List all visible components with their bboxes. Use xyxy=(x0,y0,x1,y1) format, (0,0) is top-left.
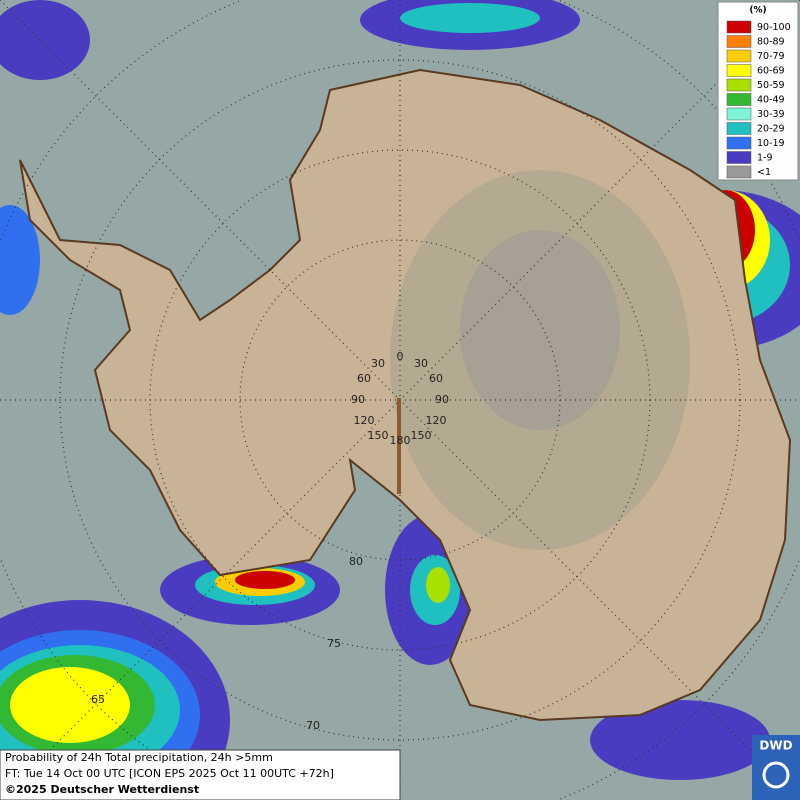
legend-swatch xyxy=(726,78,752,92)
legend: (%) 90-100 80-89 70-79 60-69 50-59 40-49 30-39… xyxy=(717,1,799,181)
graticule-label: 80 xyxy=(349,555,363,568)
legend-label: 40-49 xyxy=(757,95,785,106)
legend-label: 80-89 xyxy=(757,37,785,48)
legend-label: 20-29 xyxy=(757,124,785,135)
graticule-label: 120 xyxy=(426,414,447,427)
legend-title: (%) xyxy=(749,6,766,16)
graticule-label: 30 xyxy=(414,357,428,370)
caption-line: FT: Tue 14 Oct 00 UTC [ICON EPS 2025 Oct… xyxy=(5,767,334,780)
caption-line: Probability of 24h Total precipitation, … xyxy=(5,751,273,764)
legend-swatch xyxy=(726,122,752,135)
graticule-label: 30 xyxy=(371,357,385,370)
graticule-label: 60 xyxy=(357,372,371,385)
graticule-label: 0 xyxy=(397,350,404,363)
legend-swatch xyxy=(726,64,752,77)
logo-box xyxy=(752,735,800,800)
legend-label: 30-39 xyxy=(757,109,785,120)
logo-icon xyxy=(762,761,790,789)
legend-label: 60-69 xyxy=(757,66,785,77)
graticule-label: 90 xyxy=(351,393,365,406)
plateau-core xyxy=(460,230,620,430)
legend-label: 1-9 xyxy=(757,153,773,164)
legend-swatch xyxy=(726,107,752,121)
legend-swatch xyxy=(726,49,752,63)
legend-label: 50-59 xyxy=(757,80,785,91)
legend-swatch xyxy=(726,20,752,34)
graticule-label: 65 xyxy=(91,693,105,706)
graticule-label: 120 xyxy=(354,414,375,427)
graticule-label: 150 xyxy=(411,429,432,442)
logo: DWD xyxy=(759,739,792,753)
graticule-label: 75 xyxy=(327,637,341,650)
graticule-label: 150 xyxy=(368,429,389,442)
legend-label: 90-100 xyxy=(757,22,791,33)
graticule-label: 90 xyxy=(435,393,449,406)
caption-line: ©2025 Deutscher Wetterdienst xyxy=(5,783,199,796)
legend-label: 70-79 xyxy=(757,51,785,62)
caption-box xyxy=(0,749,401,801)
pole-marker xyxy=(397,398,401,494)
legend-label: 10-19 xyxy=(757,138,785,149)
graticule-label: 60 xyxy=(429,372,443,385)
graticule-label: 180 xyxy=(390,434,411,447)
legend-swatch xyxy=(726,151,752,164)
legend-swatch xyxy=(726,165,752,179)
legend-swatch xyxy=(726,136,752,150)
legend-swatch xyxy=(726,35,752,48)
graticule-label: 70 xyxy=(306,719,320,732)
legend-label: <1 xyxy=(757,167,771,178)
legend-swatch xyxy=(726,93,752,106)
